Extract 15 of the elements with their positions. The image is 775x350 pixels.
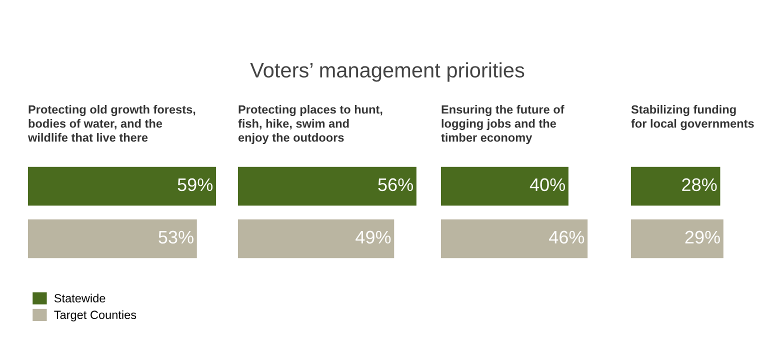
chart-subtitle: Stabilizing funding for local governments <box>631 105 754 130</box>
data-label: 53% <box>158 230 194 244</box>
data-label: 28% <box>682 178 717 192</box>
data-label: 29% <box>685 230 720 244</box>
legend-label: Statewide <box>54 294 106 302</box>
data-label: 59% <box>178 178 213 192</box>
data-label: 49% <box>356 230 391 244</box>
data-label: 46% <box>549 230 584 244</box>
data-label: 56% <box>378 178 413 192</box>
data-label: 40% <box>530 178 565 192</box>
chart-subtitle: Protecting old growth forests, bodies of water, and the wildlife that live there <box>28 105 196 142</box>
chart-subtitle: Protecting places to hunt, fish, hike, swim and enjoy the outdoors <box>238 105 382 144</box>
chart-title: Voters’ management priorities <box>250 62 524 82</box>
legend-label: Target Counties <box>54 310 136 322</box>
chart-subtitle: Ensuring the future of logging jobs and the timber economy <box>441 105 564 144</box>
